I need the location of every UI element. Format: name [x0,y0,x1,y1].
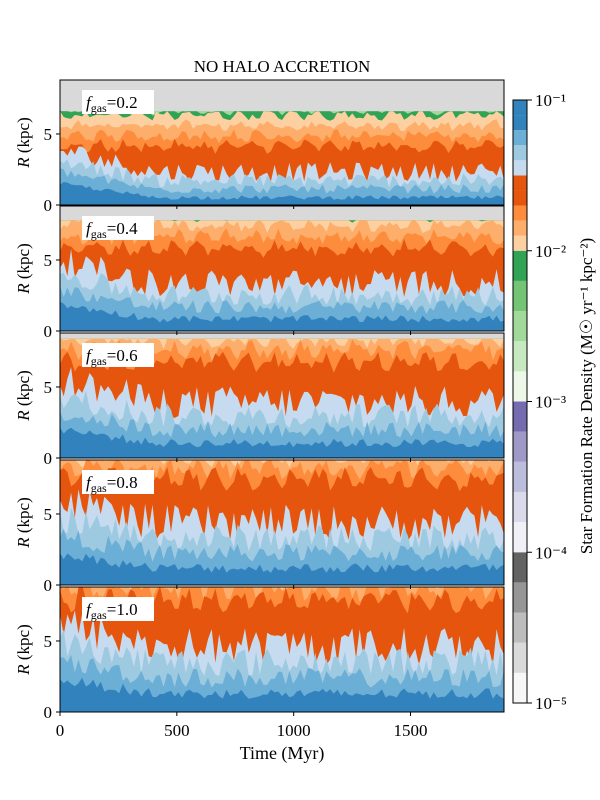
colorbar-segment [513,175,527,191]
svg-text:fgas=0.6: fgas=0.6 [86,346,138,368]
panel-4: 0 5 R (kpc) fgas=0.8 [14,459,505,595]
colorbar-segment [513,205,527,221]
panel-label: fgas=0.8 [82,470,154,495]
y-tick-label: 5 [44,632,53,651]
colorbar-segment [513,311,527,342]
sfr-contour-level [60,301,504,331]
y-tick-label: 0 [44,449,53,468]
panel-2: 0 5 R (kpc) fgas=0.4 [14,205,505,341]
y-tick-label: 0 [44,196,53,215]
y-tick-label: 5 [44,251,53,270]
x-axis-label: Time (Myr) [240,743,325,764]
x-tick-label: 1500 [394,721,428,740]
colorbar-tick-label: 10⁻³ [535,393,566,412]
colorbar: 10⁻⁵ 10⁻⁴ 10⁻³ 10⁻² 10⁻¹ [512,91,567,713]
colorbar-segment [513,250,527,281]
colorbar-segment [513,190,527,206]
colorbar-segment [513,491,527,523]
colorbar-segment [513,401,527,432]
colorbar-label: Star Formation Rate Density (M☉ yr⁻¹ kpc… [577,238,596,554]
sfr-contour-level [60,553,504,585]
y-tick-label: 5 [44,378,53,397]
colorbar-segment [513,371,527,402]
chart-title: NO HALO ACCRETION [194,57,371,76]
colorbar-segment [513,145,527,161]
colorbar-segment [513,100,527,116]
colorbar-segment [513,280,527,312]
panel-1: 0 5 R (kpc) fgas=0.2 [14,79,505,215]
svg-text:fgas=1.0: fgas=1.0 [86,600,138,622]
colorbar-segment [513,431,527,462]
colorbar-tick-label: 10⁻² [535,242,566,261]
panel-label: fgas=1.0 [82,597,154,622]
panel-label: fgas=0.4 [82,216,154,241]
panel-frame [59,332,505,459]
colorbar-segment [513,130,527,146]
colorbar-segment [513,461,527,492]
panel-frame [59,79,505,206]
sfr-contour-level [60,182,504,205]
sfr-contour-level [60,427,504,458]
sfr-contour-level [60,677,504,712]
colorbar-segment [513,160,527,176]
panels: 0 5 R (kpc) fgas=0.2 0 5 R (kpc) fgas=0.4 0 5 R (k… [14,79,505,722]
y-axis-label: R (kpc) [14,624,33,676]
colorbar-segment [513,552,527,583]
colorbar-segment [513,220,527,236]
svg-text:fgas=0.2: fgas=0.2 [86,93,138,115]
colorbar-tick-label: 10⁻⁴ [535,543,567,562]
sfr-contour-level [60,286,504,331]
panel-frame [59,459,505,586]
x-tick-label: 0 [56,721,65,740]
y-axis-label: R (kpc) [14,243,33,295]
svg-text:fgas=0.4: fgas=0.4 [86,219,138,241]
colorbar-segment [513,235,527,251]
y-tick-label: 0 [44,703,53,722]
panel-frame [59,586,505,713]
colorbar-segment [513,522,527,553]
colorbar-segment [513,672,527,703]
x-axis: 0 500 1000 1500 [56,205,428,740]
panel-frame [59,205,505,332]
colorbar-segment [513,582,527,613]
panel-5: 0 5 R (kpc) fgas=1.0 [14,586,505,722]
y-axis-label: R (kpc) [14,497,33,549]
colorbar-segment [513,115,527,131]
colorbar-segment [513,612,527,643]
y-tick-label: 5 [44,125,53,144]
panel-label: fgas=0.6 [82,343,154,368]
y-axis-label: R (kpc) [14,117,33,169]
colorbar-tick-label: 10⁻⁵ [535,694,567,713]
x-tick-label: 500 [164,721,190,740]
y-axis-label: R (kpc) [14,370,33,422]
colorbar-tick-label: 10⁻¹ [535,91,566,110]
svg-text:fgas=0.8: fgas=0.8 [86,473,138,495]
colorbar-segment [513,341,527,372]
y-tick-label: 5 [44,505,53,524]
panel-3: 0 5 R (kpc) fgas=0.6 [14,332,505,468]
y-tick-label: 0 [44,576,53,595]
y-tick-label: 0 [44,322,53,341]
panel-label: fgas=0.2 [82,90,154,115]
x-tick-label: 1000 [277,721,311,740]
colorbar-segment [513,642,527,673]
